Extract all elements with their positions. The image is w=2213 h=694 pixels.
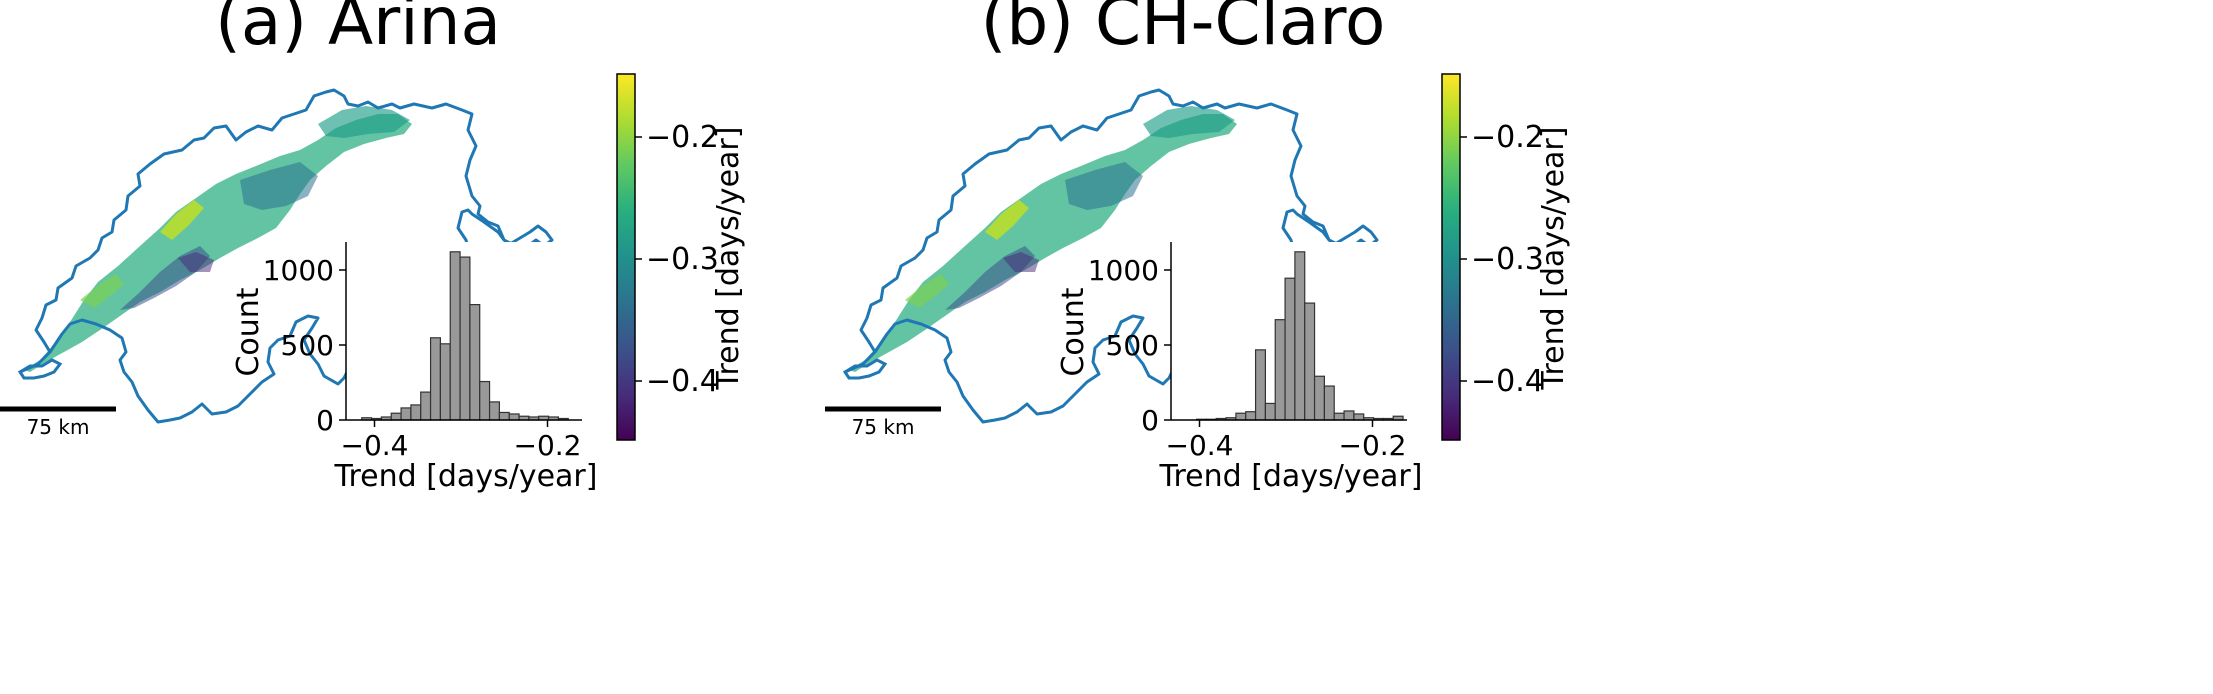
panel-a-xtick-neg-0-4: −0.4	[341, 429, 409, 462]
panel-a-histogram: 0 500 1000 −0.4 −0.2 Trend [days/year] C…	[231, 242, 597, 494]
panel-b-histogram: 0 500 1000 −0.4 −0.2 Trend [days/year] C…	[1056, 242, 1422, 494]
panel-a-histogram-ylabel: Count	[231, 287, 266, 376]
panel-a: (a) Arina 75 km 0 500 1000 −0.4 −0.2 Tre…	[0, 0, 746, 494]
panel-a-ytick-500: 500	[281, 329, 334, 362]
histogram-bar	[1353, 413, 1365, 421]
histogram-bar	[488, 401, 501, 421]
panel-b-ytick-0: 0	[1141, 404, 1159, 437]
histogram-bar	[410, 404, 422, 421]
panel-b-xtick-neg-0-2: −0.2	[1339, 429, 1407, 462]
histogram-bar	[1323, 385, 1335, 421]
panel-a-colorbar-tick-neg-0-4: −0.4	[646, 364, 719, 399]
histogram-bar	[420, 391, 432, 421]
panel-a-scale-bar-label: 75 km	[27, 415, 90, 439]
panel-b: (b) CH-Claro 75 km 0 500 1000 −0.4 −0.2 …	[825, 0, 1571, 494]
panel-b-xtick-neg-0-4: −0.4	[1166, 429, 1234, 462]
panel-b-title: (b) CH-Claro	[981, 0, 1386, 60]
histogram-bar	[1235, 412, 1247, 421]
histogram-bar	[1264, 402, 1276, 421]
panel-b-ytick-1000: 1000	[1088, 254, 1159, 287]
histogram-bar	[439, 343, 451, 421]
panel-a-xtick-neg-0-2: −0.2	[514, 429, 582, 462]
histogram-bar	[479, 380, 491, 421]
panel-a-colorbar-tick-neg-0-3: −0.3	[646, 242, 719, 277]
histogram-bar	[1245, 411, 1257, 421]
panel-b-colorbar-tick-neg-0-4: −0.4	[1471, 364, 1544, 399]
histogram-bar	[469, 304, 481, 421]
histogram-bar	[1313, 375, 1325, 421]
histogram-bar	[1343, 410, 1355, 421]
histogram-bar	[1284, 277, 1296, 421]
panel-b-scale-bar-label: 75 km	[852, 415, 915, 439]
histogram-bar	[390, 412, 402, 421]
panel-a-histogram-bars	[361, 251, 569, 421]
histogram-bar	[1274, 319, 1286, 421]
histogram-bar	[1254, 349, 1266, 421]
histogram-bar	[508, 413, 520, 421]
panel-b-histogram-ylabel: Count	[1056, 287, 1091, 376]
histogram-bar	[400, 407, 412, 421]
panel-b-ytick-500: 500	[1106, 329, 1159, 362]
panel-a-title: (a) Arina	[215, 0, 501, 60]
histogram-bar	[1333, 412, 1345, 421]
histogram-bar	[1294, 251, 1306, 421]
panel-b-colorbar-tick-neg-0-2: −0.2	[1471, 120, 1544, 155]
histogram-bar	[1304, 302, 1316, 421]
histogram-bar	[449, 251, 461, 421]
panel-a-colorbar-tick-neg-0-2: −0.2	[646, 120, 719, 155]
panel-a-histogram-xlabel: Trend [days/year]	[334, 459, 598, 494]
panel-b-colorbar-tick-neg-0-3: −0.3	[1471, 242, 1544, 277]
panel-a-ytick-1000: 1000	[263, 254, 334, 287]
histogram-bar	[429, 337, 442, 421]
panel-b-colorbar-label: Trend [days/year]	[1536, 127, 1571, 391]
panel-b-colorbar: −0.2 −0.3 −0.4 Trend [days/year]	[1441, 73, 1571, 441]
panel-b-histogram-xlabel: Trend [days/year]	[1159, 459, 1423, 494]
panel-a-colorbar: −0.2 −0.3 −0.4 Trend [days/year]	[616, 73, 746, 441]
panel-a-ytick-0: 0	[316, 404, 334, 437]
histogram-bar	[459, 256, 471, 421]
panel-a-colorbar-label: Trend [days/year]	[711, 127, 746, 391]
histogram-bar	[498, 411, 510, 421]
